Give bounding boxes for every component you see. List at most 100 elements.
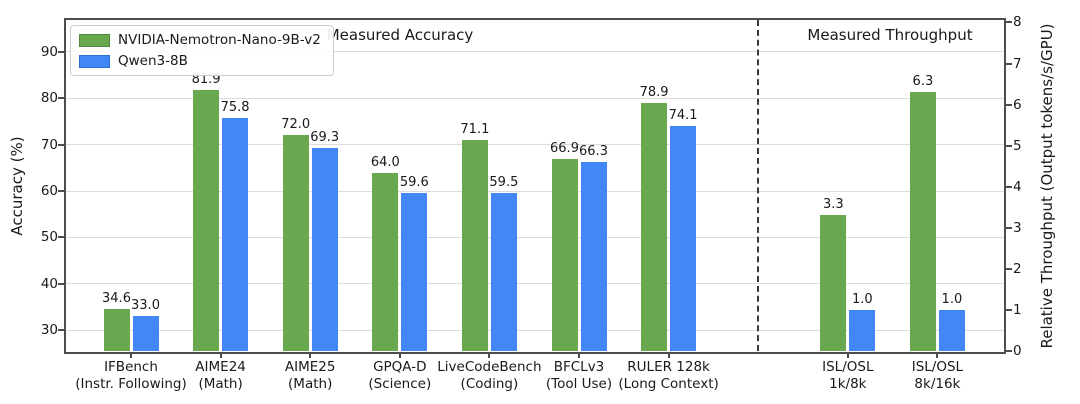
bar-value-label: 59.5 [489, 175, 519, 191]
y-tick-mark-left [58, 236, 64, 239]
y-tick-label-left: 90 [40, 43, 58, 60]
y-tick-label-right: 7 [1013, 55, 1022, 72]
bar-value-label: 69.3 [310, 129, 340, 145]
bar-qwen [311, 147, 338, 351]
bar-value-label: 34.6 [102, 290, 131, 306]
legend-row-nemotron: NVIDIA-Nemotron-Nano-9B-v2 [79, 32, 321, 48]
y-tick-mark-left [58, 282, 64, 285]
x-tick-mark [398, 353, 401, 358]
bar-nemotron [193, 89, 220, 351]
bar-value-label: 71.1 [460, 121, 490, 137]
x-tick-label: BFCLv3 (Tool Use) [545, 359, 613, 392]
y-tick-mark-left [58, 190, 64, 193]
legend-label-qwen: Qwen3-8B [118, 53, 188, 69]
y-tick-label-left: 60 [40, 183, 58, 200]
y-tick-label-left: 30 [40, 322, 58, 339]
y-tick-label-left: 80 [40, 90, 58, 107]
accuracy-panel-title: Measured Accuracy [326, 26, 474, 44]
y-tick-label-right: 5 [1013, 137, 1022, 154]
bar-nemotron [103, 308, 130, 351]
bar-nemotron [551, 159, 578, 351]
x-tick-label: ISL/OSL 8k/16k [911, 359, 964, 392]
x-tick-mark [488, 353, 491, 358]
y-tick-mark-left [58, 97, 64, 100]
bar-nemotron [820, 215, 847, 351]
right-y-axis-label: Relative Throughput (Output tokens/s/GPU… [1038, 23, 1056, 349]
gridline [66, 51, 1004, 53]
y-tick-mark-right [1006, 103, 1012, 106]
y-tick-mark-right [1006, 62, 1012, 65]
bar-value-label: 1.0 [851, 291, 873, 307]
bar-value-label: 66.9 [550, 141, 579, 157]
y-tick-label-right: 3 [1013, 219, 1022, 236]
x-tick-label: ISL/OSL 1k/8k [822, 359, 874, 392]
y-tick-mark-right [1006, 308, 1012, 311]
x-tick-label: LiveCodeBench (Coding) [437, 359, 542, 392]
y-tick-label-right: 1 [1013, 301, 1022, 318]
legend-label-nemotron: NVIDIA-Nemotron-Nano-9B-v2 [118, 32, 321, 48]
gridline [66, 329, 1004, 331]
x-tick-label: RULER 128k (Long Context) [618, 359, 719, 392]
bar-nemotron [641, 103, 668, 351]
x-tick-mark [846, 353, 849, 358]
bar-value-label: 78.9 [639, 85, 669, 101]
y-tick-mark-right [1006, 185, 1012, 188]
left-y-axis-label: Accuracy (%) [8, 136, 26, 236]
x-tick-label: AIME24 (Math) [195, 359, 246, 392]
bar-nemotron [282, 135, 309, 351]
bar-value-label: 59.6 [399, 174, 429, 190]
gridline [66, 97, 1004, 99]
y-tick-mark-right [1006, 350, 1012, 352]
bar-value-label: 33.0 [131, 298, 160, 314]
y-tick-mark-right [1006, 267, 1012, 270]
x-tick-mark [936, 353, 939, 358]
y-tick-mark-right [1006, 21, 1012, 24]
bar-value-label: 64.0 [370, 154, 400, 170]
bar-value-label: 75.8 [220, 99, 250, 115]
bar-nemotron [909, 92, 936, 351]
bar-value-label: 3.3 [822, 197, 844, 213]
chart-legend: NVIDIA-Nemotron-Nano-9B-v2 Qwen3-8B [70, 25, 334, 76]
bar-qwen [849, 309, 876, 351]
bar-qwen [222, 117, 249, 351]
y-tick-mark-left [58, 143, 64, 146]
x-tick-mark [130, 353, 132, 358]
y-tick-label-left: 50 [40, 229, 58, 246]
y-tick-mark-left [58, 329, 64, 332]
bar-qwen [490, 193, 517, 351]
x-tick-label: GPQA-D (Science) [368, 359, 432, 392]
bar-value-label: 66.3 [579, 143, 608, 159]
y-tick-label-right: 0 [1013, 343, 1022, 359]
y-tick-label-right: 8 [1013, 14, 1022, 31]
bar-qwen [670, 125, 697, 351]
bar-value-label: 1.0 [941, 291, 963, 307]
x-tick-mark [578, 353, 580, 358]
gridline [66, 283, 1004, 285]
x-tick-mark [309, 353, 312, 358]
legend-row-qwen: Qwen3-8B [79, 53, 321, 69]
bar-nemotron [461, 139, 488, 351]
y-tick-mark-right [1006, 144, 1012, 147]
bar-qwen [401, 192, 428, 351]
y-tick-label-right: 4 [1013, 178, 1022, 195]
y-tick-label-right: 6 [1013, 96, 1022, 113]
bar-value-label: 6.3 [912, 74, 934, 90]
x-tick-label: IFBench (Instr. Following) [75, 359, 187, 392]
y-tick-label-left: 70 [40, 136, 58, 153]
bar-qwen [132, 316, 159, 351]
y-tick-label-right: 2 [1013, 260, 1022, 277]
x-tick-mark [667, 353, 670, 358]
gridline [66, 144, 1004, 146]
section-divider-line [757, 20, 760, 351]
bar-value-label: 72.0 [281, 117, 311, 133]
throughput-panel-title: Measured Throughput [807, 26, 973, 44]
bar-value-label: 74.1 [668, 107, 698, 123]
x-tick-mark [219, 353, 222, 358]
bar-qwen [938, 309, 965, 351]
bar-nemotron [372, 172, 399, 351]
gridline [66, 190, 1004, 192]
bar-qwen [580, 161, 607, 351]
x-tick-label: AIME25 (Math) [284, 359, 336, 392]
gridline [66, 236, 1004, 238]
